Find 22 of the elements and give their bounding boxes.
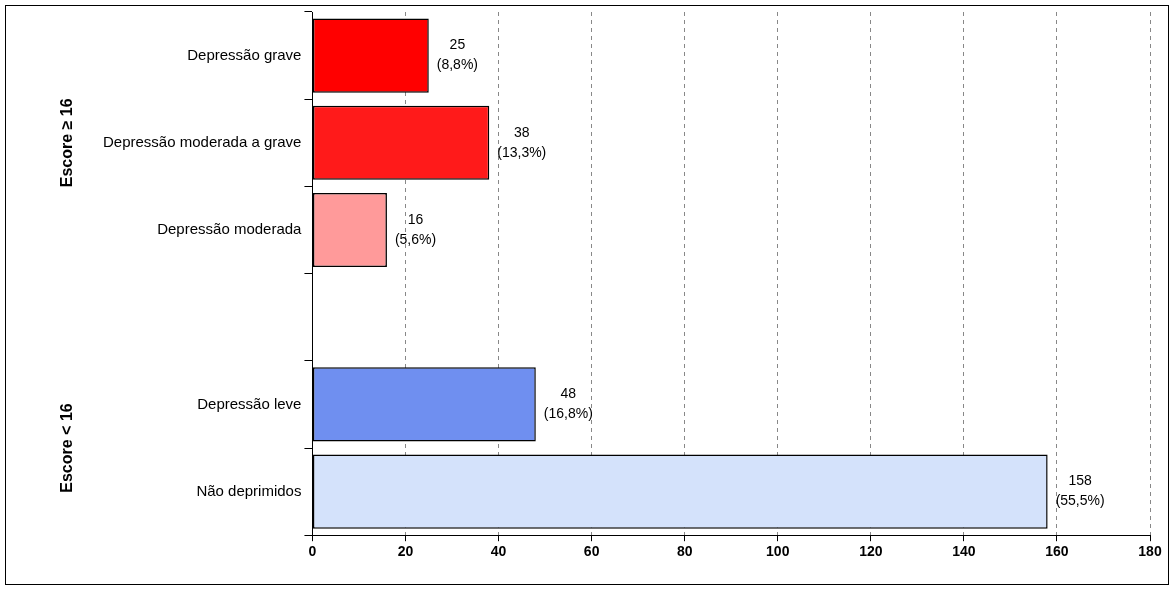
x-tick-label: 160 bbox=[1045, 543, 1069, 560]
x-tick-label: 0 bbox=[308, 543, 317, 560]
x-tick-label: 140 bbox=[952, 543, 976, 560]
y-tick-label: Depressão moderada bbox=[157, 220, 303, 238]
x-tick-label: 180 bbox=[1138, 543, 1162, 560]
x-tick-label: 120 bbox=[859, 543, 883, 560]
data-label: 38 (13,3%) bbox=[497, 123, 547, 160]
x-tick-label: 60 bbox=[583, 543, 600, 560]
x-tick-label: 20 bbox=[397, 543, 414, 560]
x-tick-label: 80 bbox=[676, 543, 693, 560]
text: Escore < 16 bbox=[58, 403, 76, 493]
data-label: 48 (16,8%) bbox=[543, 385, 593, 422]
y-tick-label: Depressão leve bbox=[197, 394, 302, 412]
y-tick-label: Não deprimidos bbox=[196, 481, 302, 499]
x-tick-label: 100 bbox=[766, 543, 790, 560]
y-tick-label: Depressão moderada a grave bbox=[103, 132, 302, 150]
data-label: 16 (5,6%) bbox=[394, 210, 437, 247]
x-tick-label: 40 bbox=[490, 543, 507, 560]
y-tick-label: Depressão grave bbox=[187, 45, 302, 63]
data-label: 25 (8,8%) bbox=[436, 36, 479, 73]
data-label: 158 (55,5%) bbox=[1055, 472, 1105, 509]
text: Escore ≥ 16 bbox=[58, 98, 76, 188]
